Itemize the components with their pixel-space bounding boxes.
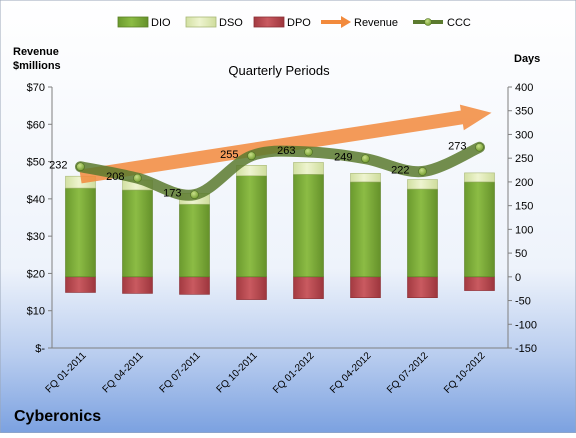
ccc-data-label: 173 [163,188,181,200]
right-axis-ticks: -150 -100 -50 0 50 100 150 200 250 300 350 400 [508,82,537,355]
bar-dio [122,189,153,278]
legend-swatch-dso [185,16,217,28]
bar-dio [407,188,438,278]
company-name: Cyberonics [14,408,101,425]
bar-dio [65,187,96,278]
right-tick-label: 100 [515,224,533,236]
bar-dpo [464,276,495,291]
legend-swatch-dpo [253,16,285,28]
legend-label-dpo: DPO [287,17,311,29]
ccc-point [418,167,427,176]
right-tick-label: -100 [515,319,537,331]
ccc-data-label: 208 [106,171,124,183]
legend-swatch-revenue-arrow [341,16,351,28]
ccc-point [190,190,199,200]
bar-dio [293,174,324,278]
bar-dio [236,175,267,278]
ccc-point [133,173,142,183]
right-tick-label: -50 [515,296,531,308]
legend-label-dio: DIO [151,17,171,29]
ccc-data-label: 232 [49,160,67,172]
bar-dpo [65,276,96,293]
left-tick-label: $20 [27,268,45,280]
ccc-data-label: 273 [448,140,466,152]
ccc-point [361,154,370,163]
ccc-point [475,142,484,152]
legend-swatch-ccc-dot [424,18,432,26]
bar-dso [293,162,324,175]
left-axis-label-line1: Revenue [13,46,59,58]
bar-dso [407,179,438,190]
right-tick-label: 300 [515,129,533,141]
left-axis-ticks: $- $10 $20 $30 $40 $50 $60 $70 [27,82,52,355]
right-tick-label: -150 [515,343,537,355]
left-tick-label: $60 [27,119,45,131]
legend: DIO DSO DPO Revenue CCC [117,16,471,29]
bar-dpo [236,276,267,300]
legend-label-dso: DSO [219,17,243,29]
right-tick-label: 150 [515,201,533,213]
left-tick-label: $10 [27,306,45,318]
bars [65,162,495,300]
left-tick-label: $70 [27,82,45,94]
ccc-point [304,147,313,157]
ccc-point [247,151,256,161]
revenue-series [79,104,492,184]
bar-dpo [293,276,324,299]
bar-dio [464,181,495,278]
legend-label-ccc: CCC [447,17,471,29]
bar-dpo [122,276,153,294]
ccc-line [75,141,485,201]
ccc-point [76,162,85,172]
legend-label-revenue: Revenue [354,17,398,29]
left-tick-label: $50 [27,157,45,169]
left-tick-label: $40 [27,194,45,206]
right-tick-label: 350 [515,106,533,118]
bar-dso [464,172,495,183]
ccc-data-label: 263 [277,145,295,157]
right-tick-label: 400 [515,82,533,94]
right-axis-label: Days [514,53,540,65]
left-axis-label-line2: $millions [13,60,61,72]
bar-dpo [350,276,381,298]
ccc-data-label: 249 [334,152,352,164]
chart-title: Quarterly Periods [228,63,330,78]
right-tick-label: 50 [515,248,527,260]
bar-dpo [407,276,438,298]
bar-dpo [179,276,210,295]
right-tick-label: 0 [515,272,521,284]
revenue-arrow [79,104,492,184]
bar-dso [350,173,381,183]
left-tick-label: $- [35,343,45,355]
right-tick-label: 200 [515,177,533,189]
bar-dio [350,181,381,278]
right-tick-label: 250 [515,153,533,165]
bar-dio [179,203,210,278]
left-tick-label: $30 [27,231,45,243]
ccc-data-label: 255 [220,149,238,161]
ccc-series: 232 208 173 255 263 249 222 273 [49,140,485,201]
ccc-data-label: 222 [391,164,409,176]
legend-swatch-dio [117,16,149,28]
